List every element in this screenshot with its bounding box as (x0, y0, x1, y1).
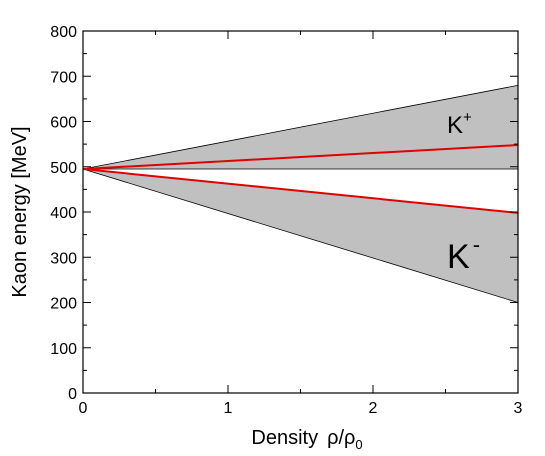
tick-marks (82, 30, 519, 394)
k-plus-line (82, 144, 519, 171)
y-tick-label: 500 (50, 160, 77, 177)
band-label-k-plus-base: K (447, 112, 463, 139)
y-tick-label: 700 (50, 69, 77, 86)
x-tick-label: 2 (369, 400, 378, 417)
y-tick-label: 400 (50, 205, 77, 222)
plot-area: 0 1 2 3 0 100 200 300 400 500 600 700 800 (50, 24, 522, 417)
k-minus-band (82, 168, 519, 304)
y-tick-label: 300 (50, 250, 77, 267)
x-tick-label: 1 (224, 400, 233, 417)
band-label-k-minus: K- (447, 232, 480, 276)
k-minus-line (82, 168, 519, 214)
x-axis-title-subscript: 0 (355, 437, 362, 452)
x-axis-title: Density ρ/ρ0 (251, 427, 362, 452)
y-axis-title: Kaon energy [MeV] (9, 126, 31, 297)
x-tick-label: 0 (79, 400, 88, 417)
band-label-k-minus-sup: - (473, 232, 480, 257)
y-tick-label: 200 (50, 296, 77, 313)
band-label-k-plus: K+ (447, 109, 472, 139)
band-label-k-minus-base: K (447, 238, 470, 276)
x-axis-title-symbol: ρ/ρ (327, 427, 355, 449)
y-tick-label: 600 (50, 115, 77, 132)
y-tick-label: 0 (68, 386, 77, 403)
y-tick-label: 800 (50, 24, 77, 41)
y-tick-label: 100 (50, 341, 77, 358)
band-label-k-plus-sup: + (463, 109, 472, 126)
x-axis-title-text: Density (251, 427, 318, 449)
tick-labels: 0 1 2 3 0 100 200 300 400 500 600 700 800 (50, 24, 522, 417)
x-tick-label: 3 (514, 400, 523, 417)
